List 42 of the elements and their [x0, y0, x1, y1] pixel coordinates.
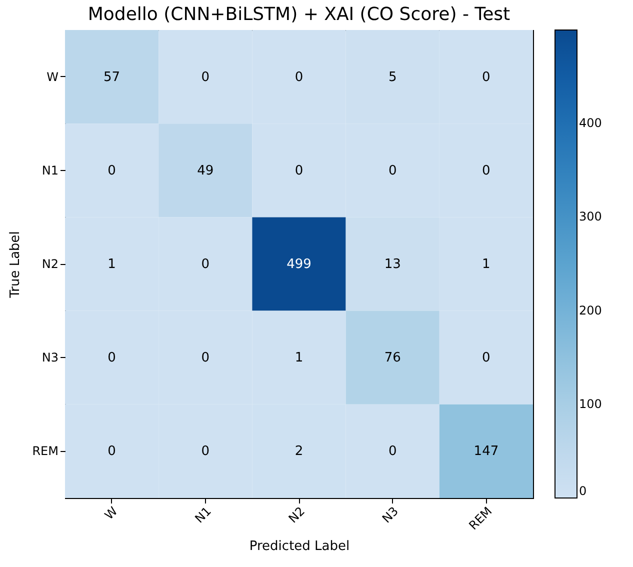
data-label: 0	[108, 444, 116, 460]
x-tick-label: N1	[192, 504, 214, 526]
y-axis-title: True Label	[8, 231, 24, 299]
x-tick-label: N2	[286, 504, 308, 526]
data-label: 49	[197, 163, 214, 178]
data-label: 57	[104, 70, 120, 85]
data-label: 0	[388, 444, 397, 460]
y-tick-label: N3	[42, 350, 58, 365]
x-axis-title: Predicted Label	[249, 538, 350, 554]
y-tick-label: REM	[32, 444, 58, 458]
color-bar-label: 0	[579, 484, 587, 498]
chart-title: Modello (CNN+BiLSTM) + XAI (CO Score) - Test	[88, 4, 510, 25]
data-label: 0	[108, 163, 116, 178]
y-tick-label: N2	[42, 257, 58, 271]
color-bar-label: 300	[579, 210, 602, 224]
data-label: 0	[201, 70, 210, 85]
data-label: 0	[294, 163, 304, 178]
data-label: 1	[482, 257, 490, 272]
color-bar-label: 400	[579, 116, 602, 130]
data-label: 1	[108, 257, 116, 272]
y-tick-label: W	[46, 70, 59, 84]
data-label: 147	[474, 444, 499, 460]
color-bar-label: 200	[579, 303, 602, 318]
x-tick-label: W	[102, 504, 120, 522]
data-label: 499	[286, 257, 312, 272]
data-label: 5	[388, 70, 397, 85]
data-label: 0	[108, 350, 116, 366]
data-label: 0	[201, 444, 210, 460]
x-tick-label: N3	[379, 504, 402, 526]
data-label: 0	[482, 350, 490, 366]
data-label: 0	[201, 350, 210, 366]
data-label: 0	[294, 70, 304, 85]
y-tick-label: N1	[42, 163, 58, 178]
data-label: 0	[482, 163, 490, 178]
data-label: 0	[482, 70, 490, 85]
data-label: 2	[294, 444, 304, 460]
data-label: 13	[384, 257, 401, 272]
data-label: 1	[294, 350, 304, 366]
data-label: 76	[384, 350, 401, 366]
data-label: 0	[388, 163, 397, 178]
data-label: 0	[201, 257, 210, 272]
color-bar-label: 100	[579, 397, 602, 412]
